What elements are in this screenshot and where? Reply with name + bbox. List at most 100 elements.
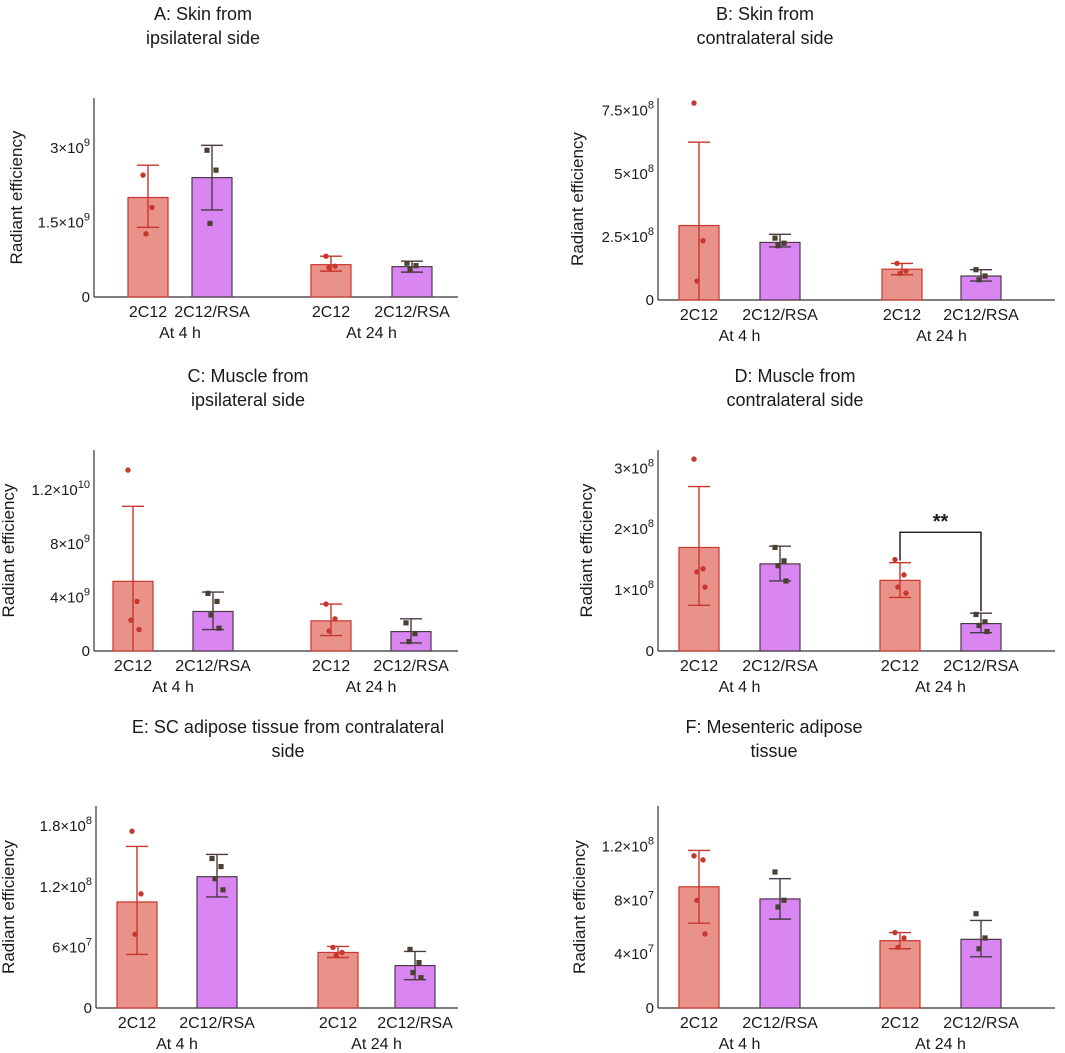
category-label: 2C12 <box>680 658 718 675</box>
tick-mantissa: 1.2×10 <box>31 482 77 499</box>
data-point <box>903 268 909 274</box>
panel-title: D: Muscle from contralateral side <box>726 366 863 410</box>
tick-label: 1.2×1010 <box>31 479 90 499</box>
category-label: 2C12 <box>118 1015 156 1032</box>
group-label: At 4 h <box>719 328 761 345</box>
data-point <box>326 628 332 634</box>
title-line: B: Skin from <box>716 4 814 24</box>
bar-rsa <box>759 241 801 301</box>
data-point <box>323 253 329 259</box>
data-point <box>207 220 213 226</box>
data-point <box>694 569 700 575</box>
tick-mantissa: 8×10 <box>614 892 648 909</box>
data-point <box>205 590 211 596</box>
data-point <box>976 946 982 952</box>
tick-mantissa: 7.5×10 <box>602 103 648 120</box>
tick-mantissa: 1.2×10 <box>40 879 86 896</box>
data-point <box>895 584 901 590</box>
tick-exponent: 8 <box>86 815 92 827</box>
title-line: F: Mesenteric adipose <box>685 717 862 737</box>
category-label: 2C12/RSA <box>179 1015 255 1032</box>
group-label: At 24 h <box>346 325 397 342</box>
tick-label: 0 <box>646 292 654 309</box>
tick-exponent: 9 <box>84 137 90 149</box>
y-axis-label: Radiant efficiency <box>570 840 589 974</box>
data-point <box>772 544 778 551</box>
category-label: 2C12/RSA <box>377 1015 453 1032</box>
data-point <box>781 897 787 903</box>
data-point <box>216 625 222 631</box>
tick-exponent: 9 <box>84 211 90 223</box>
data-point <box>209 855 215 862</box>
data-point <box>772 869 778 875</box>
tick-mantissa: 3×10 <box>614 460 648 477</box>
category-label: 2C12/RSA <box>742 658 818 675</box>
y-axis-label: Radiant efficiency <box>7 130 26 264</box>
tick-mantissa: 0 <box>82 643 90 660</box>
data-point <box>781 558 787 564</box>
data-point <box>775 904 781 910</box>
data-point <box>332 616 338 622</box>
data-point <box>982 619 988 625</box>
category-label: 2C12/RSA <box>943 307 1019 324</box>
data-point <box>208 612 214 618</box>
panel-b: B: Skin from contralateral side Radiant ef… <box>568 4 1055 345</box>
tick-label: 0 <box>84 1000 92 1017</box>
category-label: 2C12 <box>312 304 350 321</box>
data-point <box>901 572 907 578</box>
tick-exponent: 9 <box>84 533 90 545</box>
tick-exponent: 10 <box>78 479 90 491</box>
category-label: 2C12 <box>114 658 152 675</box>
tick-exponent: 7 <box>648 943 654 955</box>
panel-title: C: Muscle from ipsilateral side <box>187 366 308 410</box>
data-point <box>691 456 697 462</box>
tick-mantissa: 0 <box>82 289 90 306</box>
tick-exponent: 8 <box>648 163 654 175</box>
panel-title: F: Mesenteric adipose tissue <box>685 717 862 761</box>
data-point <box>412 630 418 637</box>
title-line: side <box>271 741 304 761</box>
title-line: A: Skin from <box>154 4 252 24</box>
group-label: At 4 h <box>159 325 201 342</box>
y-axis-label: Radiant efficiency <box>568 132 587 266</box>
data-point <box>339 949 345 956</box>
data-point <box>775 563 781 569</box>
data-point <box>702 931 708 937</box>
group-label: At 24 h <box>915 1036 966 1053</box>
data-point <box>897 270 903 277</box>
group-label: At 4 h <box>156 1036 198 1053</box>
data-point <box>143 231 149 237</box>
tick-mantissa: 1×10 <box>614 582 648 599</box>
group-label: At 24 h <box>916 328 967 345</box>
title-line: D: Muscle from <box>734 366 855 386</box>
data-point <box>775 243 781 249</box>
tick-mantissa: 6×10 <box>52 939 86 956</box>
data-point <box>413 263 419 269</box>
panel-title: A: Skin from ipsilateral side <box>146 4 260 48</box>
tick-label: 7.5×108 <box>602 100 654 120</box>
data-point <box>416 959 422 966</box>
category-label: 2C12 <box>680 1015 718 1032</box>
group-label: At 24 h <box>346 679 397 696</box>
title-line: tissue <box>750 741 797 761</box>
category-label: 2C12 <box>680 307 718 324</box>
title-line: ipsilateral side <box>146 28 260 48</box>
data-point <box>134 598 140 605</box>
title-line: C: Muscle from <box>187 366 308 386</box>
data-point <box>973 911 979 917</box>
category-label: 2C12/RSA <box>373 658 449 675</box>
title-line: contralateral side <box>696 28 833 48</box>
category-label: 2C12 <box>319 1015 357 1032</box>
data-point <box>220 887 226 893</box>
tick-label: 8×107 <box>614 889 654 909</box>
panel-title: E: SC adipose tissue from contralateral s… <box>132 717 444 761</box>
data-point <box>700 237 706 244</box>
y-axis-label: Radiant efficiency <box>0 483 18 617</box>
tick-exponent: 8 <box>86 876 92 888</box>
panel-e: E: SC adipose tissue from contralateral s… <box>0 717 458 1053</box>
tick-mantissa: 1.8×10 <box>40 818 86 835</box>
tick-exponent: 8 <box>648 579 654 591</box>
tick-exponent: 8 <box>648 518 654 530</box>
tick-exponent: 8 <box>648 100 654 112</box>
data-point <box>892 556 898 563</box>
